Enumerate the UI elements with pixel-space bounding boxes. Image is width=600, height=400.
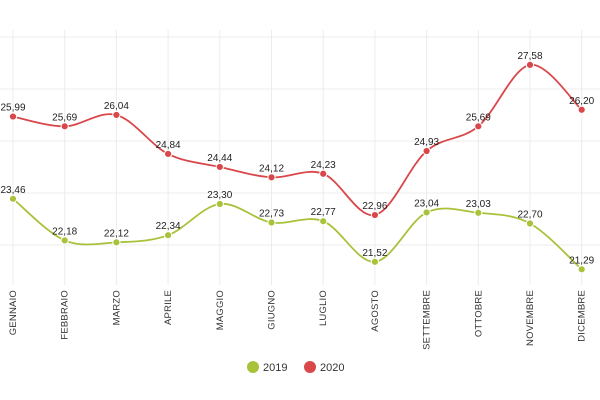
data-label-2020-ottobre: 25,69: [466, 112, 491, 123]
data-label-2019-dicembre: 21,29: [569, 255, 594, 266]
data-point-2019-novembre[interactable]: [525, 219, 535, 228]
legend-label: 2020: [320, 362, 344, 374]
data-point-2020-aprile[interactable]: [164, 149, 173, 159]
data-point-2020-maggio[interactable]: [215, 162, 224, 172]
legend-item-2020[interactable]: 2020: [304, 361, 344, 374]
data-label-2020-luglio: 24,23: [311, 160, 336, 171]
data-label-2020-dicembre: 26,20: [569, 96, 594, 107]
legend-item-2019[interactable]: 2019: [247, 361, 287, 374]
x-tick-label: LUGLIO: [318, 290, 329, 326]
data-label-2020-agosto: 22,96: [362, 201, 387, 212]
data-point-2019-settembre[interactable]: [422, 208, 431, 217]
data-point-2019-ottobre[interactable]: [474, 208, 483, 217]
data-label-2020-aprile: 24,84: [156, 140, 181, 151]
data-point-2020-settembre[interactable]: [422, 146, 431, 156]
data-label-2020-febbraio: 25,69: [52, 112, 77, 123]
data-point-2020-gennaio[interactable]: [8, 112, 18, 121]
data-label-2020-settembre: 24,93: [414, 137, 439, 148]
series-lines: [12, 63, 583, 271]
series-line-2019: [12, 198, 583, 271]
data-point-2019-giugno[interactable]: [267, 218, 276, 227]
data-label-2019-novembre: 22,70: [517, 210, 542, 221]
grid-lines: [0, 30, 600, 285]
x-tick-label: FEBBRAIO: [60, 290, 71, 340]
series-points: [8, 60, 586, 274]
x-tick-label: DICEMBRE: [577, 290, 588, 342]
data-point-2020-novembre[interactable]: [525, 60, 535, 70]
data-label-2019-ottobre: 23,03: [466, 199, 491, 210]
data-point-2019-agosto[interactable]: [370, 257, 379, 266]
data-point-2020-dicembre[interactable]: [577, 105, 586, 114]
data-point-2019-marzo[interactable]: [112, 238, 121, 247]
x-tick-label: MARZO: [111, 290, 122, 325]
data-point-2019-febbraio[interactable]: [60, 236, 69, 245]
x-tick-label: MAGGIO: [215, 290, 226, 330]
data-point-2019-aprile[interactable]: [164, 231, 173, 240]
legend-marker: [247, 361, 259, 373]
data-point-2020-giugno[interactable]: [267, 173, 276, 182]
data-point-2020-febbraio[interactable]: [60, 122, 69, 131]
x-tick-label: OTTOBRE: [473, 290, 484, 337]
legend-label: 2019: [263, 362, 287, 374]
x-axis-ticks: GENNAIO FEBBRAIO MARZO APRILE MAGGIO GIUGNO LU…: [8, 290, 588, 350]
data-point-2019-dicembre[interactable]: [577, 265, 586, 274]
data-point-2020-luglio[interactable]: [319, 169, 328, 178]
legend-marker: [304, 361, 316, 373]
data-label-2019-giugno: 22,73: [259, 209, 284, 220]
data-label-2019-gennaio: 23,46: [0, 185, 25, 196]
data-point-2019-maggio[interactable]: [215, 199, 224, 209]
x-tick-label: AGOSTO: [370, 290, 381, 332]
data-labels: 23,46 22,18 22,12 22,34 23,30 22,73 22,77 21,52…: [0, 51, 594, 266]
data-label-2020-maggio: 24,44: [207, 153, 232, 164]
data-label-2019-febbraio: 22,18: [52, 226, 77, 237]
data-label-2019-luglio: 22,77: [311, 207, 336, 218]
data-label-2020-giugno: 24,12: [259, 163, 284, 174]
x-tick-label: GIUGNO: [267, 290, 278, 330]
data-label-2019-maggio: 23,30: [207, 190, 232, 201]
legend[interactable]: 2019 2020: [247, 361, 344, 374]
x-tick-label: NOVEMBRE: [525, 290, 536, 346]
data-point-2020-agosto[interactable]: [370, 210, 379, 220]
data-label-2020-gennaio: 25,99: [0, 103, 25, 114]
data-label-2019-agosto: 21,52: [362, 248, 387, 259]
data-label-2019-marzo: 22,12: [104, 228, 129, 239]
data-label-2019-aprile: 22,34: [156, 221, 181, 232]
data-label-2020-novembre: 27,58: [517, 51, 542, 62]
data-label-2019-settembre: 23,04: [414, 198, 439, 209]
data-point-2019-luglio[interactable]: [319, 217, 328, 226]
x-tick-label: GENNAIO: [8, 290, 19, 335]
x-tick-label: SETTEMBRE: [422, 290, 433, 350]
data-label-2020-marzo: 26,04: [104, 101, 129, 112]
data-point-2020-ottobre[interactable]: [474, 122, 483, 131]
data-point-2019-gennaio[interactable]: [8, 194, 18, 203]
x-tick-label: APRILE: [163, 290, 174, 325]
data-point-2020-marzo[interactable]: [112, 110, 121, 120]
